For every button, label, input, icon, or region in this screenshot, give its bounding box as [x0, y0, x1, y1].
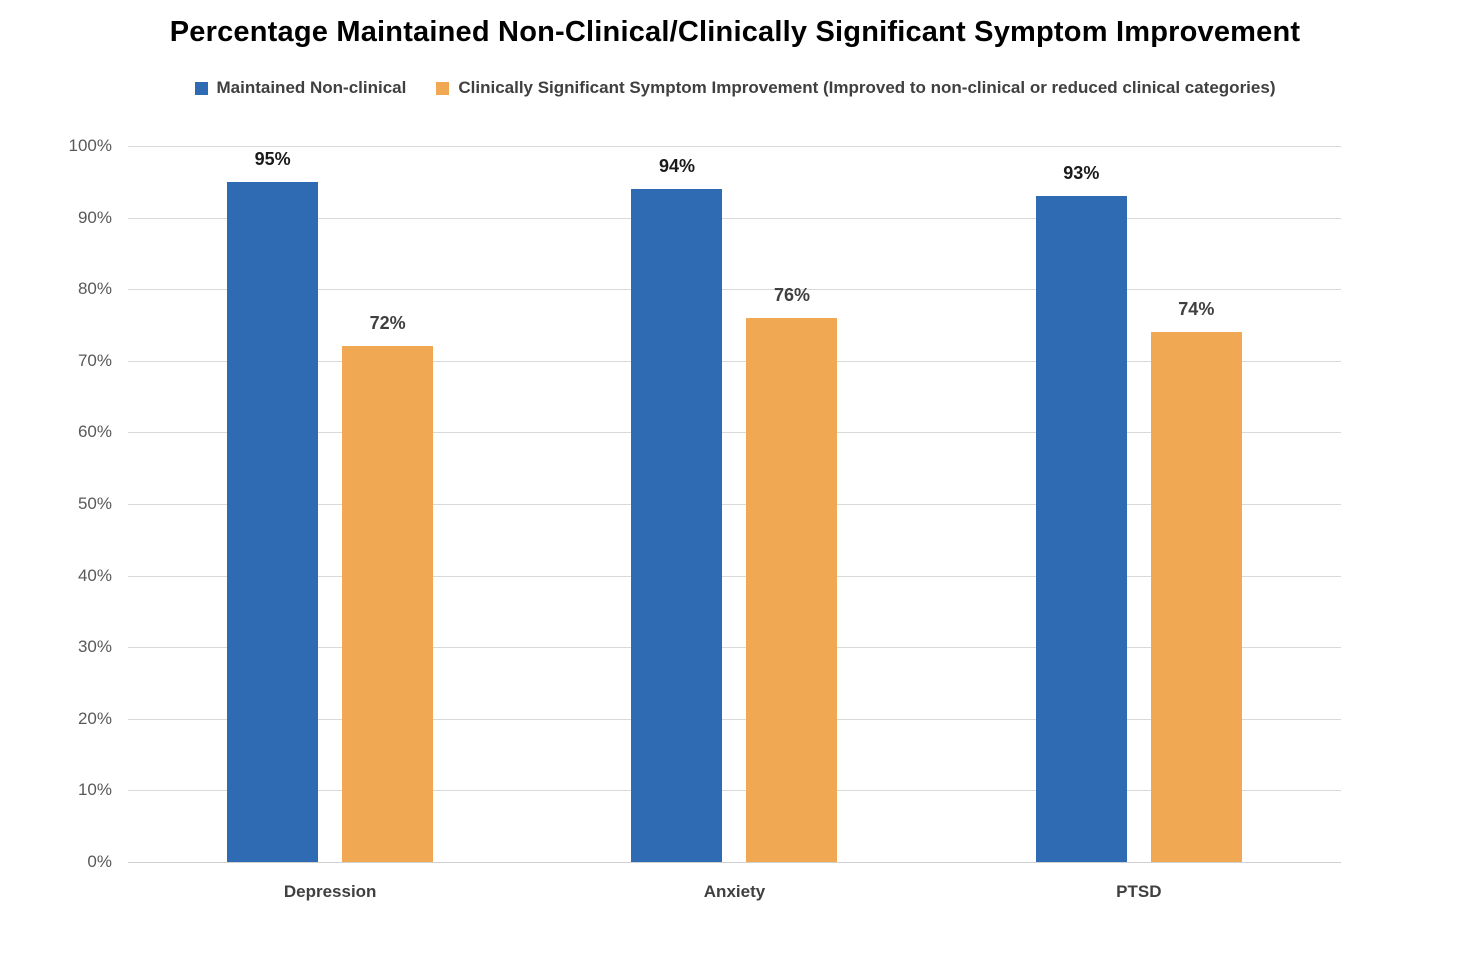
y-tick-label: 100% [68, 136, 112, 155]
bar-value-label: 76% [773, 284, 810, 305]
bar-anxiety-series2 [746, 317, 838, 862]
y-tick-label: 30% [77, 637, 112, 657]
y-tick-label: 60% [77, 422, 112, 442]
bar-col: 95% [227, 146, 319, 862]
x-label-depression: Depression [283, 882, 377, 901]
y-tick-label: 10% [77, 780, 112, 800]
bar-col: 93% [1035, 146, 1127, 862]
y-tick-label: 20% [77, 708, 112, 728]
legend-label: Clinically Significant Symptom Improveme… [458, 78, 1276, 97]
gridline [128, 432, 1341, 434]
legend-item-0: Maintained Non-clinical [194, 78, 407, 98]
bar-value-label: 74% [1178, 299, 1215, 320]
bar-depression-series1 [227, 181, 319, 862]
y-tick-label: 90% [77, 207, 112, 227]
legend-item-1: Clinically Significant Symptom Improveme… [436, 78, 1275, 98]
bar-anxiety-series1 [631, 188, 723, 862]
bar-depression-series2 [342, 346, 434, 862]
y-tick-label: 80% [77, 279, 112, 299]
bar-col: 72% [342, 146, 434, 862]
bar-value-label: 93% [1063, 163, 1100, 184]
bar-value-label: 72% [369, 313, 406, 334]
chart-title: Percentage Maintained Non-Clinical/Clini… [169, 16, 1301, 48]
bar-ptsd-series1 [1035, 196, 1127, 862]
bar-col: 74% [1150, 146, 1242, 862]
y-tick-label: 0% [87, 852, 112, 871]
gridline [128, 647, 1341, 649]
y-tick-label: 40% [77, 565, 112, 585]
gridline [128, 360, 1341, 362]
bar-value-label: 95% [254, 148, 291, 169]
y-tick-label: 70% [77, 350, 112, 370]
x-label-ptsd: PTSD [1116, 882, 1162, 901]
bar-groups: 95% 72% 94% 76% 93% 74% [128, 146, 1341, 862]
legend-label: Maintained Non-clinical [216, 78, 407, 97]
bar-col: 76% [746, 146, 838, 862]
gridline [128, 575, 1341, 577]
legend-swatch-icon [194, 81, 208, 95]
y-tick-label: 50% [77, 494, 112, 513]
bar-value-label: 94% [658, 155, 695, 176]
bar-ptsd-series2 [1150, 332, 1242, 862]
gridline [128, 289, 1341, 291]
gridline [128, 146, 1341, 147]
bar-col: 94% [631, 146, 723, 862]
legend-swatch-icon [436, 81, 450, 95]
x-axis-labels: Depression Anxiety PTSD [128, 882, 1341, 902]
bar-group-depression: 95% 72% [128, 146, 532, 862]
x-label-anxiety: Anxiety [703, 882, 766, 901]
gridline [128, 718, 1341, 720]
y-axis: 100% 90% 80% 70% 60% 50% 40% 30% 20% 10% 0% [0, 136, 112, 871]
gridline [128, 790, 1341, 792]
x-axis-line [128, 862, 1341, 863]
bar-group-ptsd: 93% 74% [937, 146, 1341, 862]
gridline [128, 504, 1341, 505]
plot-area: 95% 72% 94% 76% 93% 74% [128, 146, 1341, 863]
legend: Maintained Non-clinical Clinically Signif… [0, 78, 1470, 98]
gridline [128, 217, 1341, 219]
bar-group-anxiety: 94% 76% [532, 146, 936, 862]
